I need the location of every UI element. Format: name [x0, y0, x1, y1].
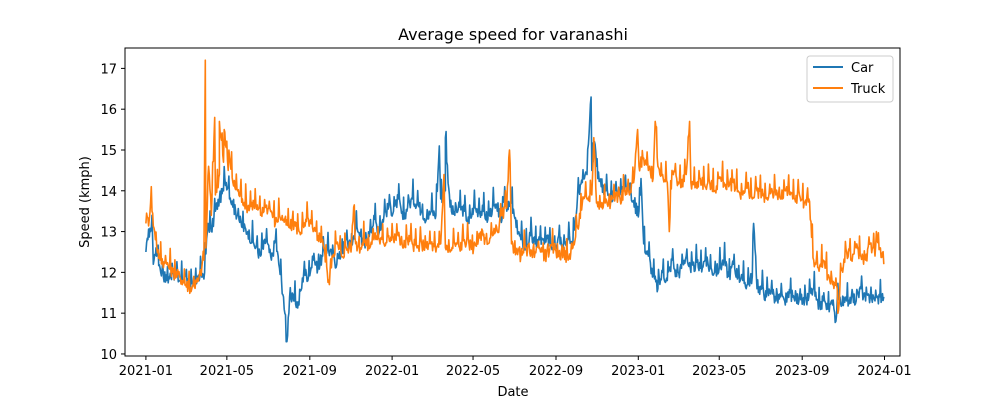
x-tick-label: 2022-05 — [446, 364, 500, 379]
y-tick-label: 14 — [100, 185, 117, 200]
legend: Car Truck — [806, 55, 894, 103]
x-tick-label: 2024-01 — [857, 364, 911, 379]
x-tick-label: 2022-09 — [529, 364, 583, 379]
x-tick-label: 2021-05 — [200, 364, 254, 379]
x-tick-label: 2023-09 — [775, 364, 829, 379]
series-layer — [145, 59, 885, 343]
series-line-truck — [145, 59, 885, 314]
y-tick-label: 12 — [100, 266, 117, 281]
y-tick-label: 13 — [100, 226, 117, 241]
y-tick-label: 15 — [100, 144, 117, 159]
legend-label-truck: Truck — [850, 82, 886, 97]
series-line-car — [145, 96, 885, 343]
y-tick-label: 10 — [100, 348, 117, 363]
x-tick-label: 2021-09 — [283, 364, 337, 379]
axes: 10 11 12 13 14 15 16 17 2021-01 2021-05 2021-09 202… — [100, 62, 911, 379]
x-tick-label: 2022-01 — [365, 364, 419, 379]
y-axis-label: Speed (kmph) — [78, 156, 93, 248]
chart-title: Average speed for varanashi — [398, 25, 628, 44]
x-axis-label: Date — [497, 385, 528, 400]
x-tick-label: 2021-01 — [119, 364, 173, 379]
y-tick-label: 17 — [100, 62, 117, 77]
x-tick-label: 2023-05 — [692, 364, 746, 379]
y-tick-label: 16 — [100, 103, 117, 118]
legend-label-car: Car — [851, 61, 874, 76]
y-tick-label: 11 — [100, 307, 117, 322]
plot-frame — [124, 47, 901, 357]
x-tick-label: 2023-01 — [611, 364, 665, 379]
